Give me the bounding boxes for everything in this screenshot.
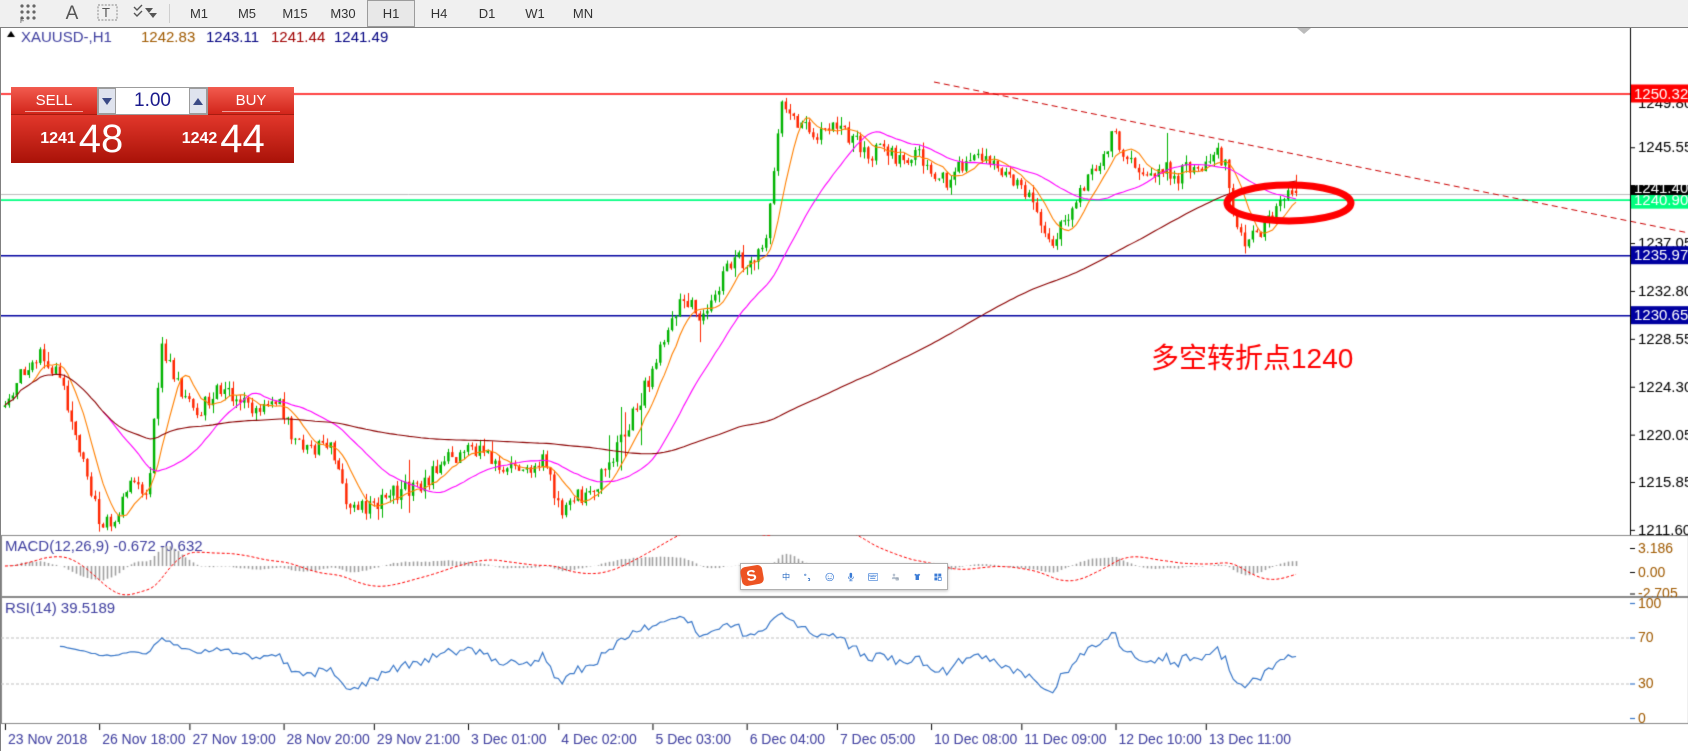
svg-text:F: F — [20, 18, 24, 24]
svg-text:T: T — [102, 5, 110, 20]
svg-text:中: 中 — [782, 571, 790, 581]
